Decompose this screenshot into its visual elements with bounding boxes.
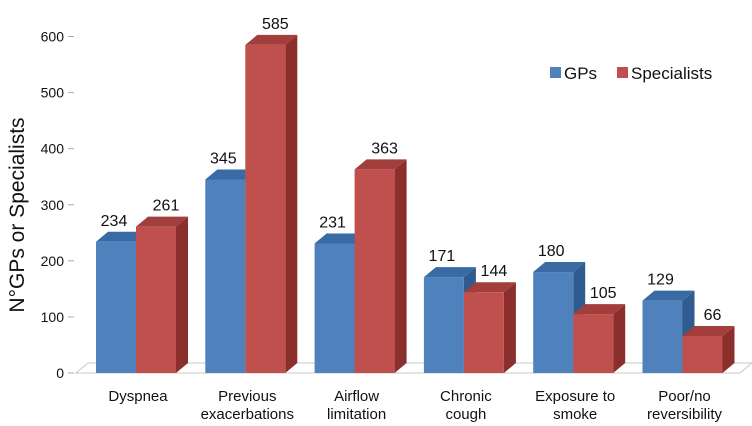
bar-side <box>394 159 407 373</box>
bar-side <box>503 282 516 373</box>
bar-specialists-4: 105 <box>573 285 626 373</box>
y-tick-label: 600 <box>41 29 65 45</box>
y-tick-label: 400 <box>41 141 65 157</box>
y-tick-label: 500 <box>41 85 65 101</box>
data-label: 129 <box>647 272 674 289</box>
bar-front <box>642 300 683 373</box>
data-label: 231 <box>319 214 346 231</box>
x-tick-label: Dyspnea <box>108 388 168 405</box>
bar-front <box>354 169 395 373</box>
bar-top <box>573 304 626 315</box>
bar-front <box>136 226 176 373</box>
data-label: 261 <box>153 198 180 215</box>
legend: GPs Specialists <box>550 64 712 83</box>
bar-front <box>245 44 286 373</box>
bar-front <box>205 179 246 373</box>
legend-label: GPs <box>564 64 597 83</box>
bar-top <box>96 231 148 242</box>
data-label: 171 <box>429 248 456 265</box>
bar-top <box>205 169 258 180</box>
data-label: 66 <box>704 307 722 324</box>
y-tick-label: 0 <box>56 365 64 381</box>
bar-top <box>642 290 695 301</box>
bar-top <box>354 159 407 170</box>
x-tick-label: Airflow <box>334 388 379 405</box>
x-tick-label: smoke <box>553 406 597 423</box>
x-tick-label: cough <box>445 406 486 423</box>
bar-specialists-1: 585 <box>245 16 298 373</box>
bar-top <box>314 233 367 244</box>
x-tick-label: Chronic <box>440 388 492 405</box>
y-axis-title: N°GPs or Specialists <box>6 117 29 312</box>
bar-top <box>423 267 476 278</box>
bar-front <box>573 314 614 373</box>
bar-front <box>96 241 136 373</box>
legend-label: Specialists <box>631 64 712 83</box>
bar-specialists-2: 363 <box>354 140 407 373</box>
bar-side <box>176 216 188 373</box>
bar-front <box>682 335 723 373</box>
legend-swatch <box>617 67 628 78</box>
bar-top <box>136 216 188 227</box>
bar-specialists-0: 261 <box>136 198 188 373</box>
bar-specialists-3: 144 <box>463 263 516 373</box>
y-tick-label: 100 <box>41 309 65 325</box>
bar-front <box>533 272 574 373</box>
bar-front <box>463 292 504 373</box>
x-tick-label: reversibility <box>647 406 723 423</box>
x-tick-label: Exposure to <box>535 388 615 405</box>
bar-front <box>314 243 355 373</box>
data-label: 234 <box>101 213 128 230</box>
y-tick-label: 300 <box>41 197 65 213</box>
legend-item-specialists: Specialists <box>617 64 712 83</box>
bar-top <box>245 34 298 45</box>
legend-swatch <box>550 67 561 78</box>
data-label: 585 <box>262 16 289 33</box>
bar-specialists-5: 66 <box>682 307 735 373</box>
y-axis: 0 100 200 300 400 500 600 <box>41 29 74 381</box>
bar-side <box>722 325 735 373</box>
bar-front <box>423 277 464 373</box>
x-tick-label: limitation <box>327 406 386 423</box>
data-label: 345 <box>210 151 237 168</box>
x-tick-label: exacerbations <box>201 406 294 423</box>
bar-side <box>613 304 626 373</box>
bar-side <box>285 34 298 373</box>
bar-top <box>533 262 586 273</box>
data-label: 363 <box>371 140 398 157</box>
x-tick-label: Poor/no <box>658 388 711 405</box>
bars: 234 261 345 585 231 363 171 144 180 105 129 66 <box>96 16 735 373</box>
x-tick-label: Previous <box>218 388 276 405</box>
bar-top <box>682 325 735 336</box>
data-label: 180 <box>538 243 565 260</box>
data-label: 105 <box>590 285 617 302</box>
y-tick-label: 200 <box>41 253 65 269</box>
legend-item-gps: GPs <box>550 64 597 83</box>
data-label: 144 <box>481 263 508 280</box>
bar-top <box>463 282 516 293</box>
